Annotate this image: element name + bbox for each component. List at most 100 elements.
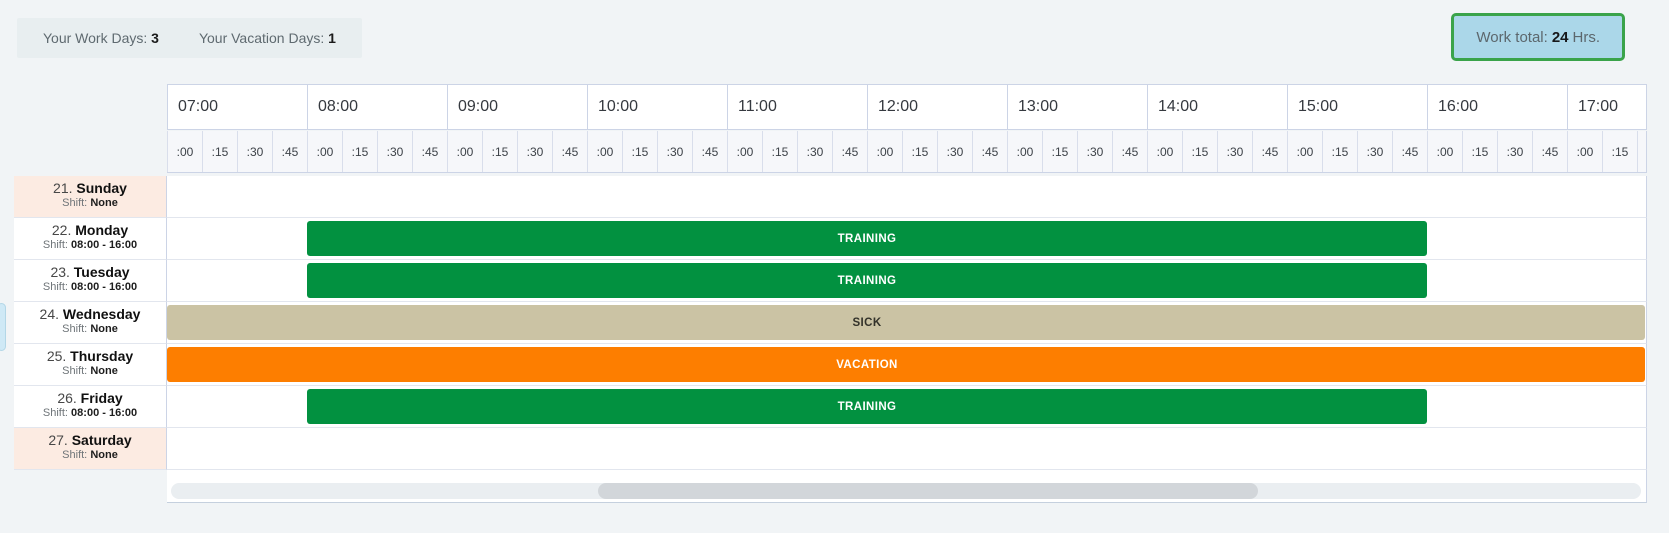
day-row: 24. Wednesday Shift: None SICK bbox=[14, 302, 1647, 344]
day-label: 22. Monday Shift: 08:00 - 16:00 bbox=[14, 218, 167, 260]
hour-header-row: 07:00 08:00 09:00 10:00 11:00 12:00 13:00 14:00… bbox=[167, 84, 1647, 130]
quarter-cell: :00 bbox=[727, 131, 762, 172]
day-row: 23. Tuesday Shift: 08:00 - 16:00 TRAINING bbox=[14, 260, 1647, 302]
day-name: 27. Saturday bbox=[48, 432, 132, 448]
vacation-days-summary: Your Vacation Days: 1 bbox=[199, 30, 336, 46]
quarter-cell: :00 bbox=[1427, 131, 1462, 172]
day-name: 23. Tuesday bbox=[50, 264, 130, 280]
day-rows: 21. Sunday Shift: None 22. Monday Shift: 08… bbox=[14, 176, 1647, 470]
training-bar[interactable]: TRAINING bbox=[307, 221, 1427, 256]
day-timeline[interactable] bbox=[167, 176, 1647, 218]
timeline-footer bbox=[167, 470, 1647, 503]
quarter-cell: :45 bbox=[692, 131, 727, 172]
quarter-cell: :30 bbox=[1357, 131, 1392, 172]
training-bar[interactable]: TRAINING bbox=[307, 389, 1427, 424]
day-label: 26. Friday Shift: 08:00 - 16:00 bbox=[14, 386, 167, 428]
work-total-label: Work total: bbox=[1476, 28, 1548, 46]
vacation-days-value: 1 bbox=[328, 30, 336, 46]
vacation-days-label: Your Vacation Days: bbox=[198, 30, 325, 46]
hour-cell: 09:00 bbox=[447, 85, 587, 129]
hour-cell: 16:00 bbox=[1427, 85, 1567, 129]
work-days-label: Your Work Days: bbox=[43, 30, 148, 46]
quarter-cell: :45 bbox=[1112, 131, 1147, 172]
day-name: 26. Friday bbox=[57, 390, 123, 406]
quarter-header-row: :00:15:30:45:00:15:30:45:00:15:30:45:00:… bbox=[167, 131, 1647, 173]
hour-cell: 07:00 bbox=[167, 85, 307, 129]
work-total-value: 24 bbox=[1551, 28, 1569, 46]
quarter-cell: :30 bbox=[1497, 131, 1532, 172]
left-edge-scroll-handle[interactable] bbox=[0, 303, 6, 351]
day-name: 22. Monday bbox=[51, 222, 129, 238]
quarter-cell: :45 bbox=[552, 131, 587, 172]
hour-cell: 15:00 bbox=[1287, 85, 1427, 129]
training-bar[interactable]: TRAINING bbox=[307, 263, 1427, 298]
day-row: 22. Monday Shift: 08:00 - 16:00 TRAINING bbox=[14, 218, 1647, 260]
work-days-value: 3 bbox=[151, 30, 159, 46]
quarter-cell: :00 bbox=[1567, 131, 1602, 172]
quarter-cell: :15 bbox=[622, 131, 657, 172]
quarter-cell: :30 bbox=[937, 131, 972, 172]
day-row: 21. Sunday Shift: None bbox=[14, 176, 1647, 218]
quarter-cell: :30 bbox=[377, 131, 412, 172]
quarter-cell: :45 bbox=[412, 131, 447, 172]
day-shift: Shift: 08:00 - 16:00 bbox=[42, 407, 138, 419]
day-timeline[interactable] bbox=[167, 428, 1647, 470]
quarter-cell: :30 bbox=[237, 131, 272, 172]
quarter-cell: :00 bbox=[167, 131, 202, 172]
day-label: 23. Tuesday Shift: 08:00 - 16:00 bbox=[14, 260, 167, 302]
quarter-cell: :15 bbox=[1322, 131, 1357, 172]
vacation-bar[interactable]: VACATION bbox=[167, 347, 1645, 382]
day-shift: Shift: None bbox=[62, 323, 118, 335]
day-row: 27. Saturday Shift: None bbox=[14, 428, 1647, 470]
quarter-cell: :45 bbox=[832, 131, 867, 172]
hour-cell: 17:00 bbox=[1567, 85, 1646, 129]
day-timeline[interactable]: TRAINING bbox=[167, 386, 1647, 428]
sick-bar[interactable]: SICK bbox=[167, 305, 1645, 340]
hour-cell: 11:00 bbox=[727, 85, 867, 129]
bar-label: SICK bbox=[852, 316, 882, 329]
quarter-cell: :00 bbox=[1007, 131, 1042, 172]
day-label: 25. Thursday Shift: None bbox=[14, 344, 167, 386]
day-label: 27. Saturday Shift: None bbox=[14, 428, 167, 470]
work-total-badge: Work total: 24 Hrs. bbox=[1451, 13, 1625, 61]
day-row: 26. Friday Shift: 08:00 - 16:00 TRAINING bbox=[14, 386, 1647, 428]
hour-cell: 14:00 bbox=[1147, 85, 1287, 129]
quarter-cell: :00 bbox=[867, 131, 902, 172]
quarter-cell: :15 bbox=[902, 131, 937, 172]
quarter-cell: :30 bbox=[657, 131, 692, 172]
day-timeline[interactable]: TRAINING bbox=[167, 260, 1647, 302]
quarter-cell: :15 bbox=[1462, 131, 1497, 172]
day-label: 24. Wednesday Shift: None bbox=[14, 302, 167, 344]
day-timeline[interactable]: TRAINING bbox=[167, 218, 1647, 260]
day-timeline[interactable]: VACATION bbox=[167, 344, 1647, 386]
horizontal-scrollbar-track[interactable] bbox=[171, 483, 1641, 499]
day-row: 25. Thursday Shift: None VACATION bbox=[14, 344, 1647, 386]
day-shift: Shift: None bbox=[62, 197, 118, 209]
bar-label: VACATION bbox=[836, 358, 898, 371]
day-name: 21. Sunday bbox=[53, 180, 127, 196]
day-shift: Shift: None bbox=[62, 365, 118, 377]
quarter-cell: :00 bbox=[1147, 131, 1182, 172]
day-shift: Shift: None bbox=[62, 449, 118, 461]
quarter-cell: :00 bbox=[587, 131, 622, 172]
quarter-cell: :15 bbox=[202, 131, 237, 172]
day-name: 25. Thursday bbox=[46, 348, 134, 364]
horizontal-scrollbar-thumb[interactable] bbox=[598, 483, 1258, 499]
quarter-cell: :45 bbox=[1252, 131, 1287, 172]
quarter-cell: :15 bbox=[1602, 131, 1637, 172]
quarter-cell: :15 bbox=[762, 131, 797, 172]
hour-cell: 13:00 bbox=[1007, 85, 1147, 129]
quarter-cell: :30 bbox=[1217, 131, 1252, 172]
quarter-cell: :15 bbox=[1182, 131, 1217, 172]
day-timeline[interactable]: SICK bbox=[167, 302, 1647, 344]
hour-cell: 08:00 bbox=[307, 85, 447, 129]
hour-cell: 12:00 bbox=[867, 85, 1007, 129]
day-name: 24. Wednesday bbox=[39, 306, 141, 322]
quarter-cell: :15 bbox=[482, 131, 517, 172]
quarter-cell: :45 bbox=[1392, 131, 1427, 172]
quarter-cell: :00 bbox=[307, 131, 342, 172]
quarter-cell: :30 bbox=[1077, 131, 1112, 172]
bar-label: TRAINING bbox=[837, 274, 897, 287]
quarter-cell: :30 bbox=[797, 131, 832, 172]
